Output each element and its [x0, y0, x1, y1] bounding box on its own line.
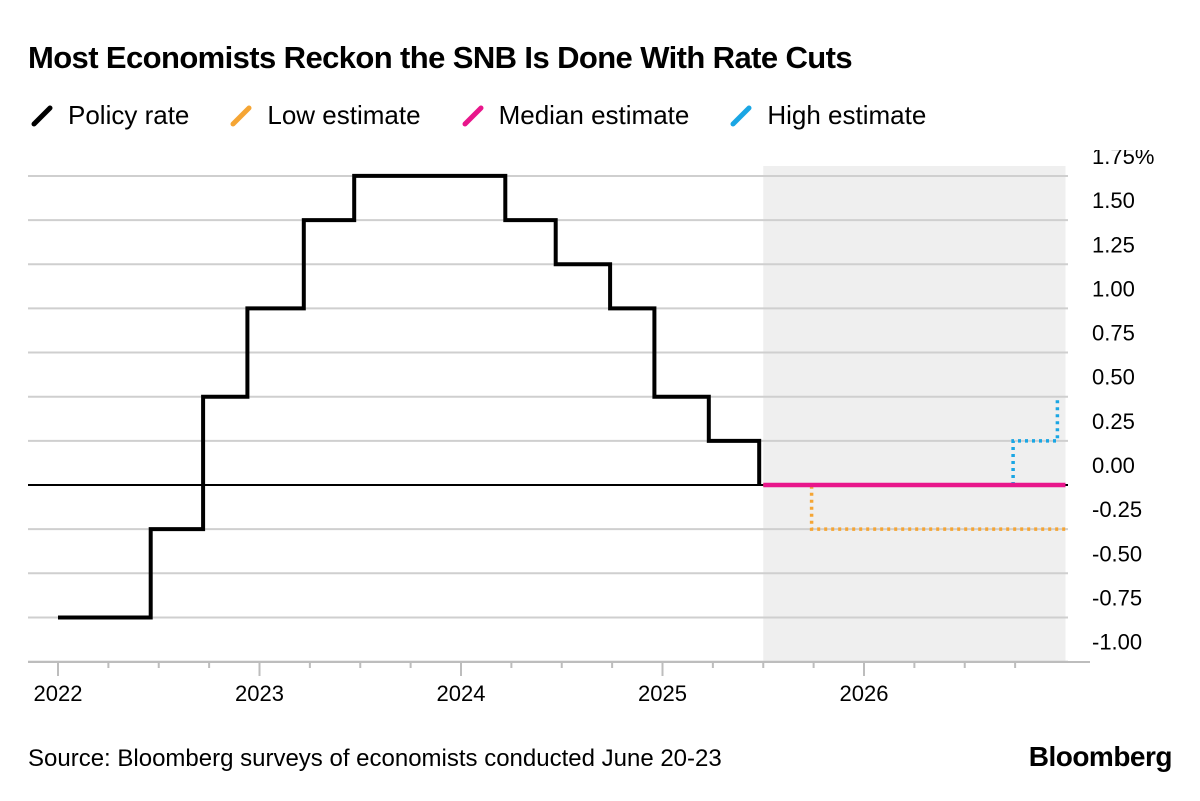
rate-chart: 1.75% 1.50 1.25 1.00 0.75 0.50 0.25 0.00 -0.25 -0… [28, 150, 1154, 706]
y-tick-label: -0.25 [1092, 497, 1142, 522]
y-tick-label: 1.75% [1092, 150, 1154, 169]
y-tick-label: 1.25 [1092, 232, 1135, 257]
y-tick-label: 0.50 [1092, 365, 1135, 390]
series-line-policy-rate [58, 173, 762, 620]
legend-label: High estimate [767, 100, 927, 130]
legend-label: Low estimate [267, 100, 421, 130]
legend-item-low-estimate: Low estimate [227, 100, 421, 131]
y-tick-label: 1.50 [1092, 188, 1135, 213]
slash-swatch-icon [230, 105, 252, 126]
y-tick-label: -0.50 [1092, 541, 1142, 566]
y-tick-label: 0.75 [1092, 321, 1135, 346]
series-line-high-estimate [1011, 396, 1060, 485]
y-tick-label: -1.00 [1092, 630, 1142, 655]
x-tick-label: 2022 [34, 681, 83, 706]
forecast-shading [763, 166, 1066, 662]
series-line-low-estimate [763, 483, 1066, 531]
x-tick-label: 2023 [235, 681, 284, 706]
chart-title: Most Economists Reckon the SNB Is Done W… [28, 40, 853, 75]
x-tick-label: 2025 [638, 681, 687, 706]
legend-item-policy-rate: Policy rate [28, 100, 189, 131]
y-tick-label: -0.75 [1092, 585, 1142, 610]
legend: Policy rate Low estimate Median estimate… [28, 100, 964, 131]
slash-swatch-icon [730, 105, 752, 126]
y-tick-label: 1.00 [1092, 276, 1135, 301]
slash-swatch-icon [462, 105, 484, 126]
slash-swatch-icon [31, 105, 53, 126]
legend-item-high-estimate: High estimate [727, 100, 926, 131]
brand-logo: Bloomberg [1028, 741, 1173, 772]
legend-item-median-estimate: Median estimate [459, 100, 690, 131]
x-tick-label: 2026 [840, 681, 889, 706]
y-tick-label: 0.25 [1092, 409, 1135, 434]
y-tick-label: 0.00 [1092, 453, 1135, 478]
x-tick-label: 2024 [437, 681, 486, 706]
source-note: Source: Bloomberg surveys of economists … [28, 745, 722, 772]
legend-label: Median estimate [498, 100, 690, 130]
legend-label: Policy rate [68, 100, 190, 130]
